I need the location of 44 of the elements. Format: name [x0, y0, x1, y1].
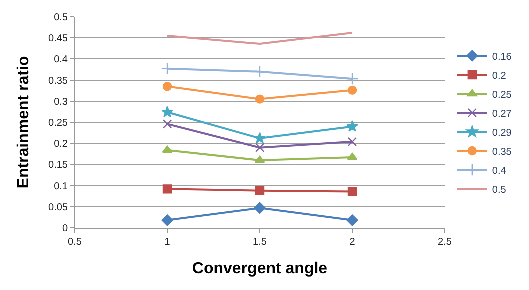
point	[162, 120, 172, 129]
point	[255, 94, 265, 104]
x-tick-label: 2	[350, 237, 356, 248]
point	[255, 143, 265, 152]
point	[254, 156, 266, 164]
point	[255, 186, 265, 196]
y-tick-label: 0.5	[54, 12, 68, 24]
x-tick-label: 0.5	[68, 237, 82, 248]
legend-label: 0.16	[492, 52, 512, 63]
point	[347, 152, 358, 160]
legend-label: 0.25	[492, 90, 512, 101]
point	[348, 137, 358, 147]
legend-label: 0.5	[492, 184, 507, 196]
x-tick-label: 1	[164, 237, 171, 248]
legend-label: 0.35	[492, 146, 512, 158]
point	[254, 202, 266, 214]
legend-label: 0.29	[492, 128, 512, 139]
point	[346, 72, 359, 86]
point	[348, 86, 358, 96]
y-tick-label: 0.3	[54, 96, 68, 108]
y-tick-label: 0.45	[48, 34, 68, 45]
y-tick-label: 0.35	[48, 76, 68, 87]
x-tick-label: 2.5	[438, 237, 452, 248]
point	[348, 187, 358, 196]
point	[254, 132, 266, 144]
y-tick-label: 0	[62, 224, 68, 234]
point	[346, 120, 358, 132]
legend-label: 0.4	[492, 166, 507, 177]
point	[162, 106, 174, 118]
point	[162, 214, 174, 226]
point	[162, 184, 172, 194]
y-axis-title: Entrainment ratio	[15, 56, 32, 189]
y-tick-label: 0.4	[54, 54, 68, 66]
y-tick-label: 0.15	[48, 160, 68, 172]
point	[346, 214, 358, 226]
x-tick-label: 1.5	[253, 237, 268, 248]
legend-label: 0.2	[492, 70, 507, 82]
legend-label: 0.27	[492, 108, 512, 120]
point	[162, 82, 172, 92]
x-axis-title: Convergent angle	[192, 260, 328, 278]
y-tick-label: 0.1	[54, 181, 68, 192]
y-tick-label: 0.2	[54, 139, 68, 150]
y-tick-label: 0.25	[48, 118, 68, 129]
y-tick-label: 0.05	[48, 202, 68, 214]
